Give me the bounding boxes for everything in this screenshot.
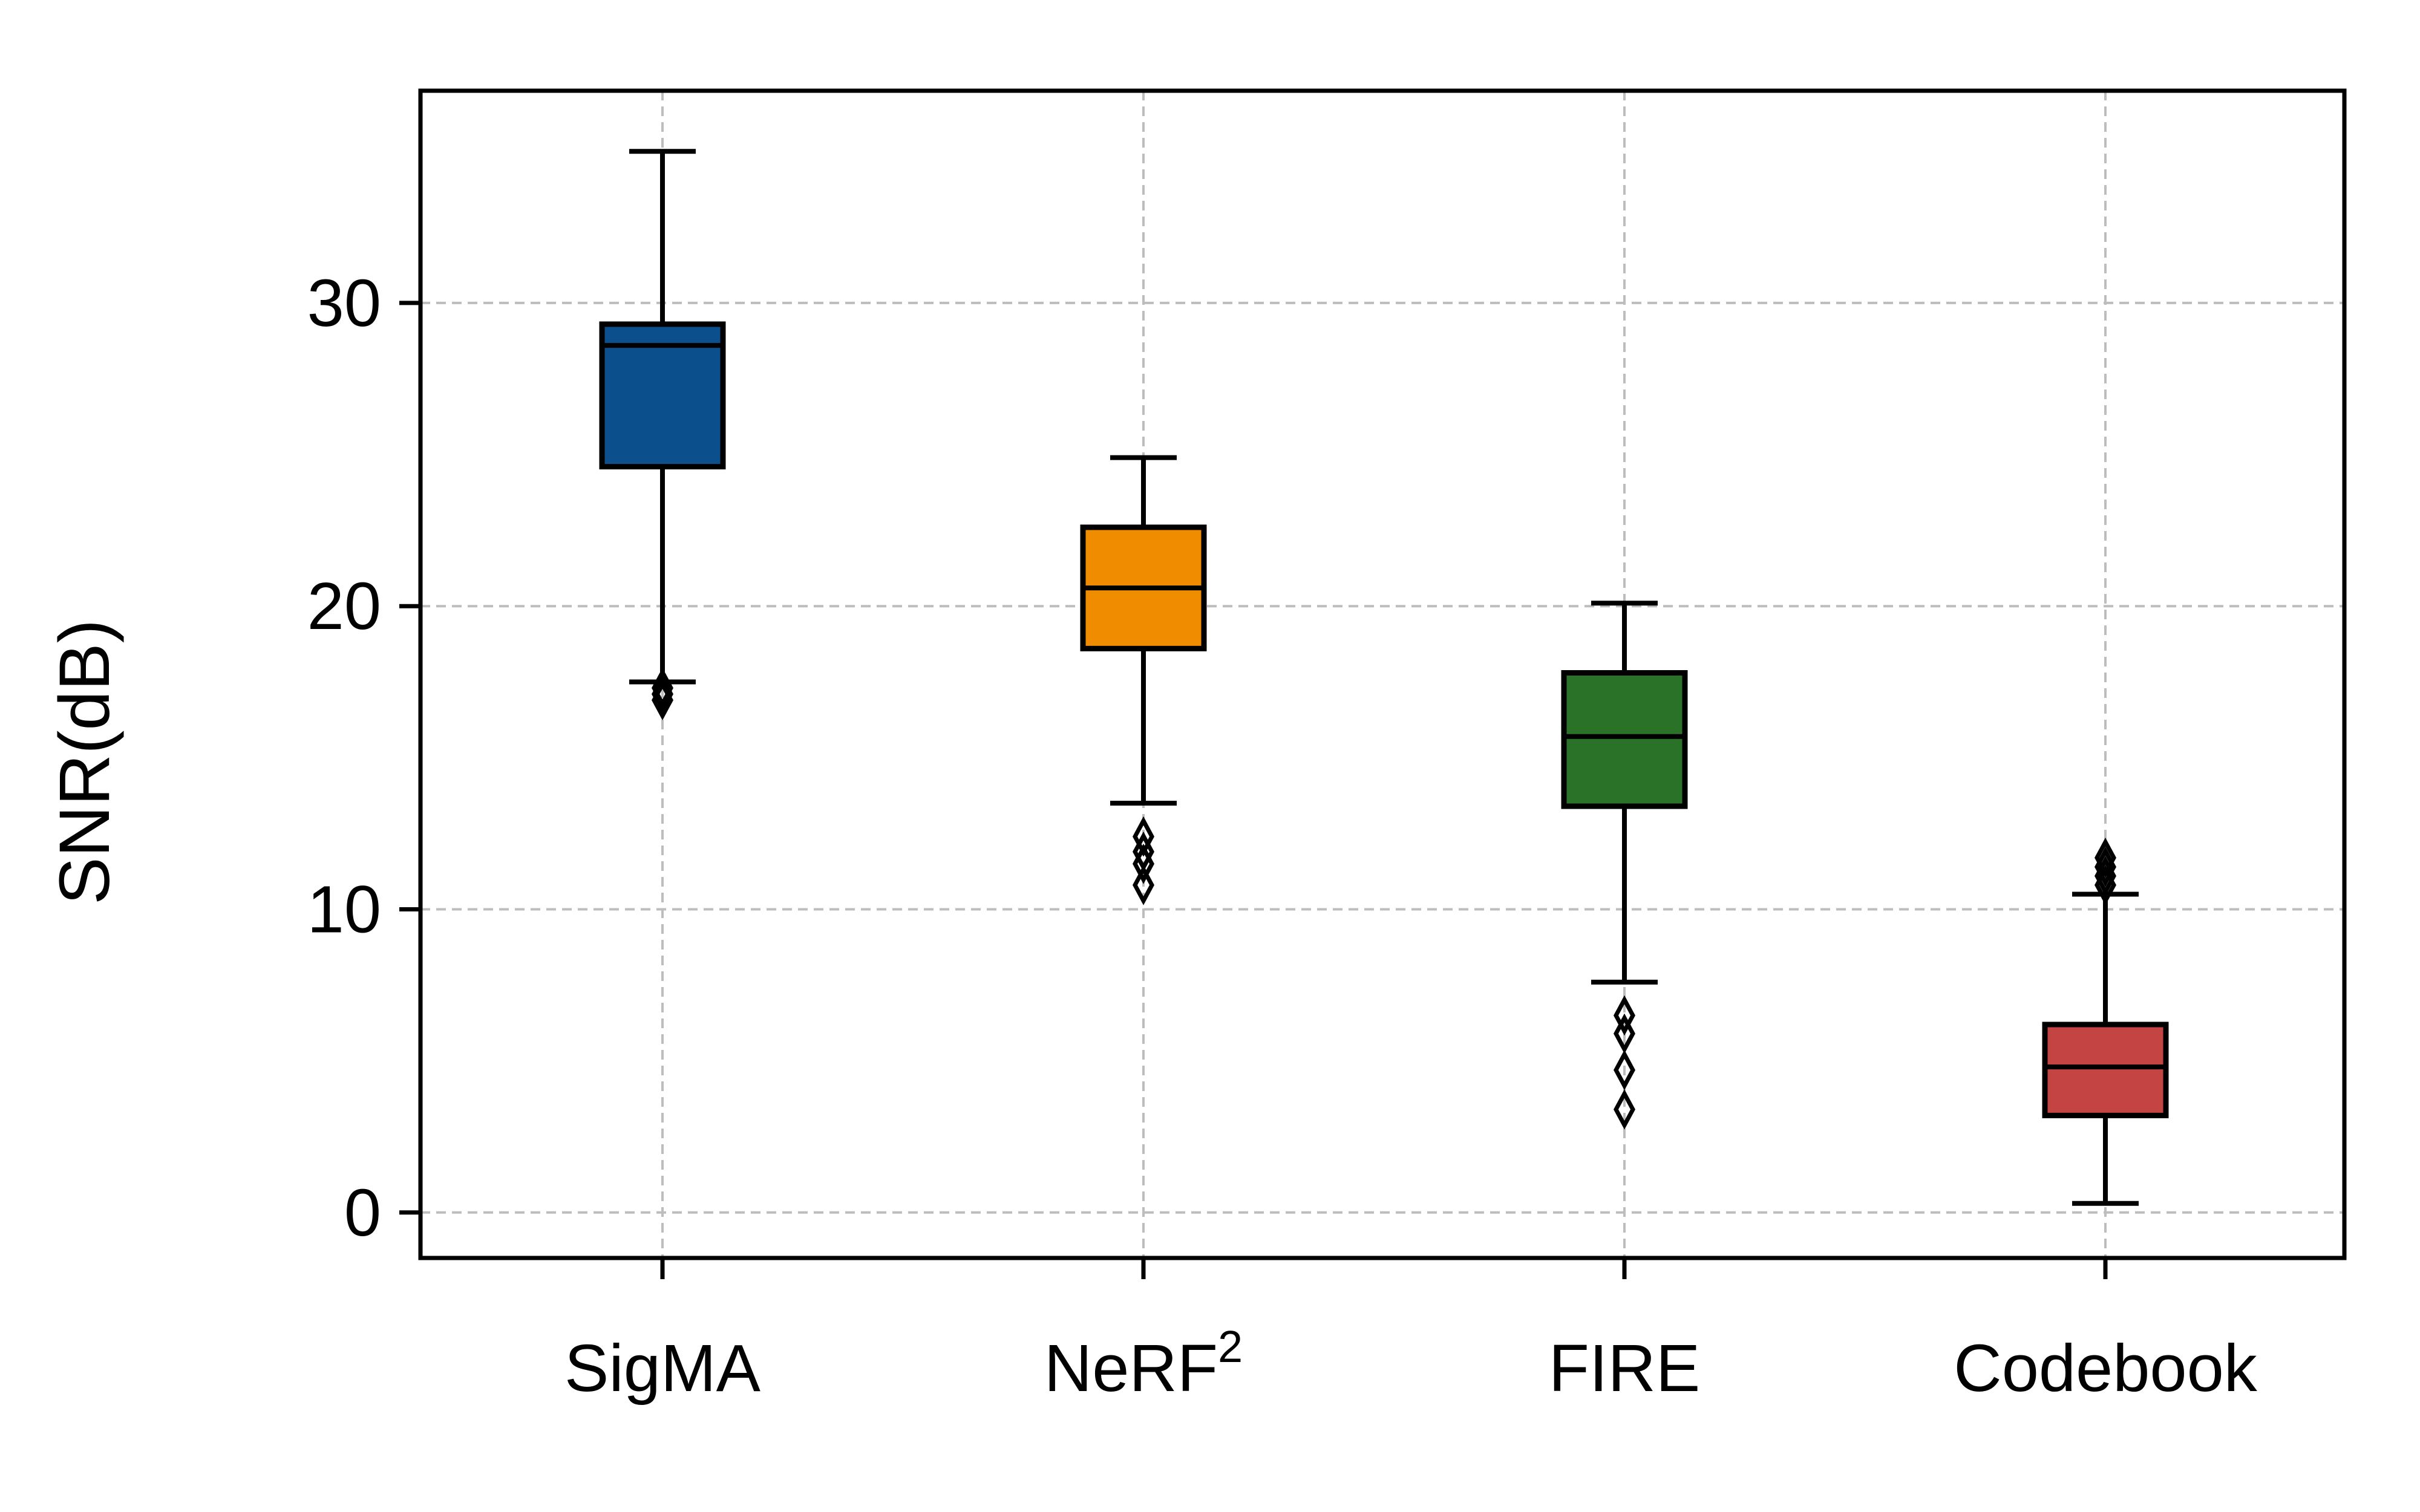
box-sigma — [599, 149, 726, 720]
outlier-point — [652, 680, 673, 720]
outlier-point — [1614, 1089, 1635, 1130]
y-tick-label: 10 — [307, 873, 381, 947]
outlier-point — [1614, 995, 1635, 1036]
outlier-point — [652, 668, 673, 708]
y-tick-label: 30 — [307, 266, 381, 341]
y-tick-label: 0 — [344, 1176, 381, 1250]
y-axis-label: SNR(dB) — [45, 619, 125, 905]
x-tick-label: NeRF2 — [1044, 1321, 1243, 1406]
x-axis: SigMA NeRF2 FIRE Codebook — [564, 1258, 2258, 1406]
outlier-point — [1133, 865, 1154, 905]
x-tick-label: Codebook — [1954, 1331, 2257, 1406]
outlier-point — [1614, 1013, 1635, 1054]
box-iqr — [599, 321, 726, 470]
x-tick-label: FIRE — [1549, 1331, 1701, 1406]
outlier-point — [1614, 1049, 1635, 1090]
y-axis: 0 10 20 30 — [307, 266, 420, 1250]
box-iqr — [2042, 1022, 2169, 1118]
box-iqr — [1561, 670, 1688, 809]
plot-frame — [418, 88, 2347, 1260]
outlier-point — [1133, 843, 1154, 884]
box-nerf — [1080, 455, 1207, 905]
box-plot-series — [599, 149, 2169, 1206]
x-tick-label: SigMA — [564, 1331, 761, 1406]
y-tick-label: 20 — [307, 569, 381, 644]
outlier-point — [2095, 837, 2116, 878]
box-codebook — [2042, 837, 2169, 1206]
box-fire — [1561, 601, 1688, 1130]
outlier-point — [652, 674, 673, 714]
